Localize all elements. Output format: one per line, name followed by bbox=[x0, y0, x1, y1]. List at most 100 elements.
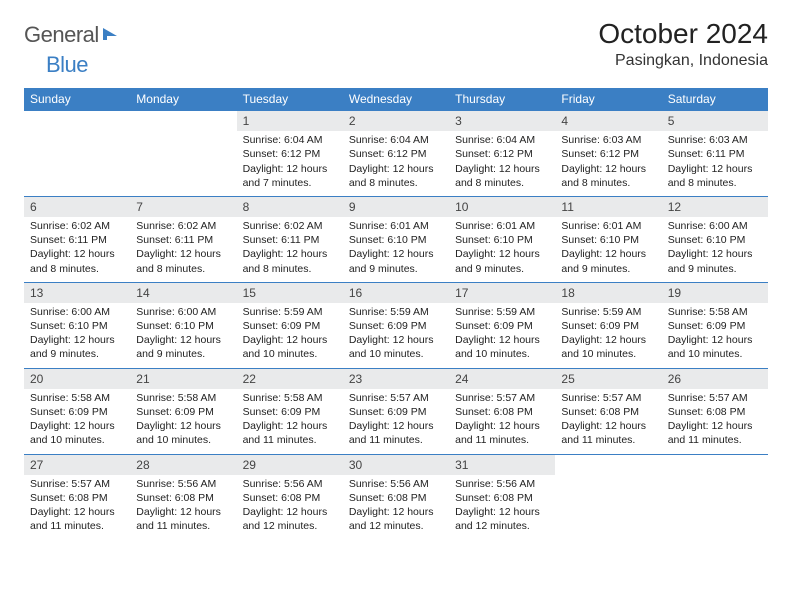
daylight-line: Daylight: 12 hours bbox=[349, 505, 443, 519]
day-number: 15 bbox=[237, 283, 343, 303]
calendar-week-row: ....1Sunrise: 6:04 AMSunset: 6:12 PMDayl… bbox=[24, 111, 768, 197]
daylight-line: Daylight: 12 hours bbox=[243, 333, 337, 347]
calendar-day-cell: 13Sunrise: 6:00 AMSunset: 6:10 PMDayligh… bbox=[24, 282, 130, 368]
day-content: Sunrise: 5:57 AMSunset: 6:08 PMDaylight:… bbox=[555, 389, 661, 454]
daylight-line: Daylight: 12 hours bbox=[136, 419, 230, 433]
sunrise-line: Sunrise: 5:56 AM bbox=[136, 477, 230, 491]
daylight-line: and 10 minutes. bbox=[668, 347, 762, 361]
weekday-header-row: SundayMondayTuesdayWednesdayThursdayFrid… bbox=[24, 88, 768, 111]
day-number: 5 bbox=[662, 111, 768, 131]
daylight-line: and 9 minutes. bbox=[561, 262, 655, 276]
day-content: Sunrise: 5:56 AMSunset: 6:08 PMDaylight:… bbox=[130, 475, 236, 540]
daylight-line: and 8 minutes. bbox=[668, 176, 762, 190]
day-number: 16 bbox=[343, 283, 449, 303]
daylight-line: Daylight: 12 hours bbox=[349, 419, 443, 433]
sunset-line: Sunset: 6:08 PM bbox=[30, 491, 124, 505]
calendar-day-cell: 19Sunrise: 5:58 AMSunset: 6:09 PMDayligh… bbox=[662, 282, 768, 368]
daylight-line: and 11 minutes. bbox=[136, 519, 230, 533]
daylight-line: Daylight: 12 hours bbox=[243, 505, 337, 519]
daylight-line: and 8 minutes. bbox=[455, 176, 549, 190]
calendar-day-cell: 15Sunrise: 5:59 AMSunset: 6:09 PMDayligh… bbox=[237, 282, 343, 368]
sunrise-line: Sunrise: 6:01 AM bbox=[349, 219, 443, 233]
sunrise-line: Sunrise: 6:00 AM bbox=[136, 305, 230, 319]
daylight-line: and 9 minutes. bbox=[349, 262, 443, 276]
day-number: 26 bbox=[662, 369, 768, 389]
day-number: 3 bbox=[449, 111, 555, 131]
daylight-line: Daylight: 12 hours bbox=[136, 247, 230, 261]
calendar-week-row: 6Sunrise: 6:02 AMSunset: 6:11 PMDaylight… bbox=[24, 196, 768, 282]
calendar-day-cell: 22Sunrise: 5:58 AMSunset: 6:09 PMDayligh… bbox=[237, 368, 343, 454]
calendar-day-cell: 23Sunrise: 5:57 AMSunset: 6:09 PMDayligh… bbox=[343, 368, 449, 454]
sunset-line: Sunset: 6:08 PM bbox=[455, 491, 549, 505]
daylight-line: Daylight: 12 hours bbox=[668, 333, 762, 347]
calendar-table: SundayMondayTuesdayWednesdayThursdayFrid… bbox=[24, 88, 768, 539]
sunset-line: Sunset: 6:10 PM bbox=[668, 233, 762, 247]
weekday-header: Saturday bbox=[662, 88, 768, 111]
daylight-line: Daylight: 12 hours bbox=[455, 505, 549, 519]
day-content: Sunrise: 5:56 AMSunset: 6:08 PMDaylight:… bbox=[237, 475, 343, 540]
daylight-line: Daylight: 12 hours bbox=[455, 162, 549, 176]
day-number: 23 bbox=[343, 369, 449, 389]
weekday-header: Thursday bbox=[449, 88, 555, 111]
sunset-line: Sunset: 6:10 PM bbox=[561, 233, 655, 247]
sunrise-line: Sunrise: 5:59 AM bbox=[455, 305, 549, 319]
day-content: Sunrise: 6:02 AMSunset: 6:11 PMDaylight:… bbox=[130, 217, 236, 282]
calendar-day-cell: 11Sunrise: 6:01 AMSunset: 6:10 PMDayligh… bbox=[555, 196, 661, 282]
sunrise-line: Sunrise: 6:02 AM bbox=[136, 219, 230, 233]
day-content: Sunrise: 5:59 AMSunset: 6:09 PMDaylight:… bbox=[449, 303, 555, 368]
daylight-line: and 11 minutes. bbox=[455, 433, 549, 447]
day-content: Sunrise: 6:03 AMSunset: 6:11 PMDaylight:… bbox=[662, 131, 768, 196]
sunrise-line: Sunrise: 5:57 AM bbox=[455, 391, 549, 405]
day-content: Sunrise: 6:02 AMSunset: 6:11 PMDaylight:… bbox=[237, 217, 343, 282]
day-content: Sunrise: 5:58 AMSunset: 6:09 PMDaylight:… bbox=[662, 303, 768, 368]
daylight-line: Daylight: 12 hours bbox=[561, 247, 655, 261]
sunset-line: Sunset: 6:12 PM bbox=[561, 147, 655, 161]
daylight-line: and 11 minutes. bbox=[561, 433, 655, 447]
day-content: Sunrise: 5:57 AMSunset: 6:08 PMDaylight:… bbox=[662, 389, 768, 454]
daylight-line: Daylight: 12 hours bbox=[561, 162, 655, 176]
sunset-line: Sunset: 6:09 PM bbox=[136, 405, 230, 419]
sunrise-line: Sunrise: 6:04 AM bbox=[455, 133, 549, 147]
sunset-line: Sunset: 6:09 PM bbox=[243, 405, 337, 419]
calendar-week-row: 13Sunrise: 6:00 AMSunset: 6:10 PMDayligh… bbox=[24, 282, 768, 368]
weekday-header: Wednesday bbox=[343, 88, 449, 111]
day-content: Sunrise: 6:00 AMSunset: 6:10 PMDaylight:… bbox=[130, 303, 236, 368]
sunset-line: Sunset: 6:09 PM bbox=[349, 319, 443, 333]
day-number: 22 bbox=[237, 369, 343, 389]
calendar-body: ....1Sunrise: 6:04 AMSunset: 6:12 PMDayl… bbox=[24, 111, 768, 540]
calendar-day-cell: 27Sunrise: 5:57 AMSunset: 6:08 PMDayligh… bbox=[24, 454, 130, 539]
calendar-day-cell: 9Sunrise: 6:01 AMSunset: 6:10 PMDaylight… bbox=[343, 196, 449, 282]
daylight-line: Daylight: 12 hours bbox=[30, 247, 124, 261]
daylight-line: and 8 minutes. bbox=[349, 176, 443, 190]
day-content: Sunrise: 6:04 AMSunset: 6:12 PMDaylight:… bbox=[237, 131, 343, 196]
calendar-day-cell: 21Sunrise: 5:58 AMSunset: 6:09 PMDayligh… bbox=[130, 368, 236, 454]
sunrise-line: Sunrise: 6:02 AM bbox=[30, 219, 124, 233]
day-number: 17 bbox=[449, 283, 555, 303]
day-content: Sunrise: 5:59 AMSunset: 6:09 PMDaylight:… bbox=[555, 303, 661, 368]
sunset-line: Sunset: 6:12 PM bbox=[349, 147, 443, 161]
daylight-line: and 11 minutes. bbox=[243, 433, 337, 447]
day-number: 14 bbox=[130, 283, 236, 303]
daylight-line: and 9 minutes. bbox=[455, 262, 549, 276]
calendar-day-cell: 18Sunrise: 5:59 AMSunset: 6:09 PMDayligh… bbox=[555, 282, 661, 368]
day-content: Sunrise: 6:04 AMSunset: 6:12 PMDaylight:… bbox=[449, 131, 555, 196]
calendar-day-cell: 12Sunrise: 6:00 AMSunset: 6:10 PMDayligh… bbox=[662, 196, 768, 282]
daylight-line: and 8 minutes. bbox=[561, 176, 655, 190]
sunset-line: Sunset: 6:09 PM bbox=[561, 319, 655, 333]
sunrise-line: Sunrise: 5:59 AM bbox=[243, 305, 337, 319]
day-number: 8 bbox=[237, 197, 343, 217]
brand-logo: General bbox=[24, 18, 123, 48]
sunset-line: Sunset: 6:09 PM bbox=[668, 319, 762, 333]
day-number: 4 bbox=[555, 111, 661, 131]
location-label: Pasingkan, Indonesia bbox=[598, 52, 768, 70]
sunset-line: Sunset: 6:08 PM bbox=[668, 405, 762, 419]
weekday-header: Sunday bbox=[24, 88, 130, 111]
daylight-line: Daylight: 12 hours bbox=[243, 162, 337, 176]
daylight-line: Daylight: 12 hours bbox=[561, 333, 655, 347]
day-number: 18 bbox=[555, 283, 661, 303]
daylight-line: and 10 minutes. bbox=[243, 347, 337, 361]
sunrise-line: Sunrise: 5:59 AM bbox=[349, 305, 443, 319]
sunset-line: Sunset: 6:11 PM bbox=[136, 233, 230, 247]
day-content: Sunrise: 5:58 AMSunset: 6:09 PMDaylight:… bbox=[237, 389, 343, 454]
day-content: Sunrise: 6:00 AMSunset: 6:10 PMDaylight:… bbox=[24, 303, 130, 368]
